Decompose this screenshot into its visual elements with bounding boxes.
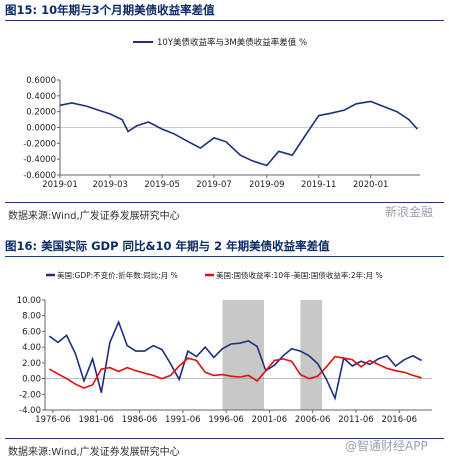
figure2-shaded-period — [222, 300, 265, 410]
figure1-y-tick-label: -0.2000 — [23, 139, 56, 149]
figure1-bottom-rule — [5, 202, 444, 203]
figure1-y-tick-label: -0.4000 — [23, 155, 56, 165]
figure2-y-tick-label: 10.00 — [17, 296, 41, 306]
figure2-series-line-2 — [48, 355, 422, 389]
figure2-x-tick-label: 1986-06 — [122, 415, 158, 425]
figure2-y-tick-label: 4.00 — [22, 343, 41, 353]
figure2-legend-label-1: 美国:GDP:不变价:折年数:同比:月 % — [57, 270, 178, 280]
figure2-y-tick-label: 6.00 — [22, 327, 41, 337]
figure2-source: 数据来源:Wind,广发证券发展研究中心 — [8, 447, 180, 458]
figure2-y-tick-label: 8.00 — [22, 312, 41, 322]
figure1-y-tick-label: -0.6000 — [23, 171, 56, 181]
figure2-title: 图16: 美国实际 GDP 同比&10 年期与 2 年期美债收益率差值 — [5, 239, 330, 253]
figure1-title-rule — [5, 20, 444, 21]
figure2-shaded-period — [300, 300, 323, 410]
figure2-chart: 10.00 8.00 6.00 4.00 2.00 0.00 -2.00 -4.001976-… — [17, 270, 432, 425]
figure2-x-tick-label: 1976-06 — [35, 415, 71, 425]
figure1-legend-label: 10Y美债收益率与3M美债收益率差值 % — [157, 37, 307, 48]
figure1-x-tick-label: 2020-01 — [353, 180, 389, 190]
figure2-legend-label-2: 美国:国债收益率:10年-美国:国债收益率:2年:月 % — [216, 270, 383, 280]
figure2-x-tick-label: 1981-06 — [78, 415, 114, 425]
figure2-y-tick-label: 2.00 — [22, 359, 41, 369]
figure2-y-tick-label: 0.00 — [22, 375, 41, 385]
figure1-y-tick-label: 0.0000 — [26, 124, 56, 134]
figure2-bottom-rule — [5, 438, 444, 439]
figure2-title-rule — [5, 256, 444, 257]
figure2-x-tick-label: 2006-06 — [295, 415, 331, 425]
figure2-x-tick-label: 1996-06 — [208, 415, 244, 425]
figure1-series-line — [59, 100, 418, 167]
figure2-watermark: @智通财经APP — [345, 439, 428, 453]
figure1-x-tick-label: 2019-01 — [42, 180, 78, 190]
figure1-title: 图15: 10年期与3个月期美债收益率差值 — [5, 3, 215, 17]
figure1-y-tick-label: 0.2000 — [26, 108, 56, 118]
figure2-y-tick-label: -2.00 — [19, 390, 41, 400]
figure2-series-line-1 — [48, 319, 422, 401]
figure2-x-tick-label: 1991-06 — [165, 415, 201, 425]
figure1-watermark: 新浪金融 — [385, 205, 434, 219]
figure2-y-tick-label: -4.00 — [19, 406, 41, 416]
figure1-source: 数据来源:Wind,广发证券发展研究中心 — [8, 211, 180, 222]
figure1-x-tick-label: 2019-11 — [301, 180, 337, 190]
figure1-x-tick-label: 2019-09 — [249, 180, 285, 190]
figure1-x-tick-label: 2019-03 — [92, 180, 128, 190]
figure2-x-tick-label: 2016-06 — [381, 415, 417, 425]
figure2-x-tick-label: 2001-06 — [252, 415, 288, 425]
figure1-x-tick-label: 2019-07 — [196, 180, 232, 190]
figure1-y-tick-label: 0.4000 — [26, 92, 56, 102]
figure1-y-tick-label: 0.6000 — [26, 76, 56, 86]
figure1-chart: 0.6000 0.4000 0.2000 0.0000 -0.2000 -0.4000 -0… — [23, 37, 420, 190]
figure1-x-tick-label: 2019-05 — [144, 180, 180, 190]
figure2-x-tick-label: 2011-06 — [338, 415, 374, 425]
